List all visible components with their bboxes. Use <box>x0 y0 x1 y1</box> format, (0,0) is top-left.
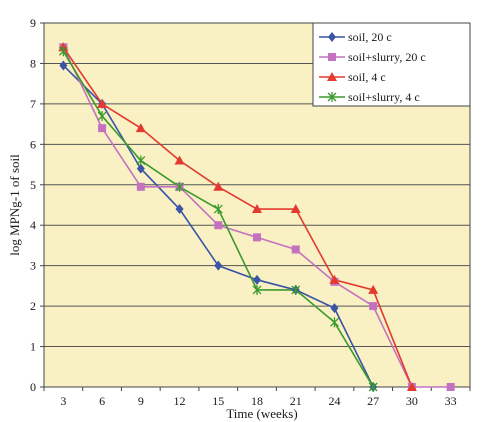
data-point <box>214 221 223 230</box>
plot-border <box>43 22 471 388</box>
legend-label: soil, 20 c <box>348 30 392 44</box>
x-tick-label: 27 <box>367 394 379 408</box>
legend-marker <box>328 53 336 61</box>
data-point <box>368 382 378 392</box>
legend: soil, 20 c soil+slurry, 20 c soil, 4 c soil… <box>312 22 471 107</box>
data-point <box>136 163 145 174</box>
x-tick-label: 30 <box>406 394 418 408</box>
x-axis-title: Time (weeks) <box>226 406 297 421</box>
y-tick-label: 0 <box>30 380 36 394</box>
y-axis: 0 1 2 3 4 5 6 7 8 9 <box>30 16 44 394</box>
data-point <box>329 317 339 328</box>
data-point <box>136 155 146 166</box>
x-tick-label: 12 <box>174 394 186 408</box>
data-point <box>58 46 68 57</box>
y-tick-label: 8 <box>30 56 36 70</box>
data-point <box>213 181 224 191</box>
y-tick-label: 3 <box>30 259 36 273</box>
data-point <box>329 274 340 284</box>
data-point <box>174 155 185 165</box>
legend-label: soil, 4 c <box>348 70 386 84</box>
data-point <box>59 60 68 71</box>
x-axis: 3 6 9 12 15 18 21 24 27 30 33 <box>43 387 471 408</box>
y-tick-label: 4 <box>30 218 36 232</box>
data-point <box>253 233 261 242</box>
data-point <box>136 182 145 191</box>
x-tick-label: 18 <box>251 394 263 408</box>
data-point <box>98 124 107 133</box>
y-tick-label: 6 <box>30 137 36 151</box>
data-point <box>252 204 262 214</box>
x-tick-label: 21 <box>290 394 302 408</box>
data-point <box>135 123 146 133</box>
data-point <box>213 204 223 215</box>
series-markers <box>58 42 455 392</box>
data-point <box>369 302 378 311</box>
y-axis-title: log MPNg-1 of soil <box>7 154 22 256</box>
data-point <box>253 274 261 285</box>
legend-marker <box>328 32 336 42</box>
data-point <box>291 284 301 295</box>
data-point <box>406 382 417 391</box>
y-tick-label: 7 <box>30 97 36 111</box>
data-point <box>252 284 262 295</box>
legend-marker <box>327 92 337 102</box>
data-point <box>368 284 379 294</box>
legend-label: soil+slurry, 4 c <box>348 90 420 104</box>
x-tick-label: 3 <box>60 394 66 408</box>
data-point <box>330 303 339 314</box>
x-tick-label: 33 <box>445 394 457 408</box>
data-point <box>214 260 223 271</box>
data-point <box>175 181 185 192</box>
data-point <box>291 245 300 254</box>
y-tick-label: 9 <box>30 16 36 30</box>
legend-marker <box>327 72 337 81</box>
data-point <box>97 98 108 108</box>
x-tick-label: 9 <box>138 394 144 408</box>
y-tick-label: 1 <box>30 340 36 354</box>
x-tick-label: 6 <box>99 394 105 408</box>
legend-label: soil+slurry, 20 c <box>348 50 426 64</box>
data-point <box>175 204 184 215</box>
x-tick-label: 15 <box>212 394 224 408</box>
y-tick-label: 5 <box>30 178 36 192</box>
y-tick-label: 2 <box>30 299 36 313</box>
data-point <box>446 383 455 391</box>
data-point <box>290 204 301 214</box>
series-line <box>62 46 413 388</box>
data-point <box>97 111 107 122</box>
x-tick-label: 24 <box>328 394 340 408</box>
